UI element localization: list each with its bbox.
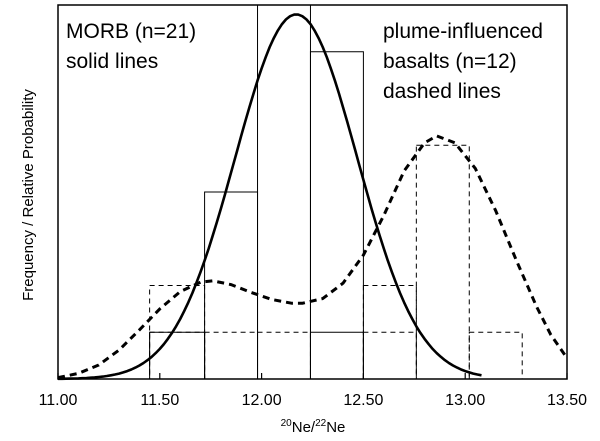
- x-tick-label: 11.50: [140, 392, 179, 409]
- x-tick-label: 13.00: [445, 392, 485, 409]
- plume-annotation-line-1: plume-influenced: [383, 20, 543, 43]
- morb-histogram-bar: [309, 331, 364, 380]
- plume-probability-curve: [57, 134, 569, 380]
- plume-annotation-line-2: basalts (n=12): [383, 50, 517, 73]
- x-axis-label-sup-1: 20: [281, 418, 293, 429]
- plume-histogram-bar: [468, 331, 523, 380]
- plume-histogram-bar: [362, 285, 417, 380]
- x-axis-label-base-1: Ne/: [292, 419, 316, 436]
- y-axis-label: Frequency / Relative Probability: [20, 89, 37, 301]
- x-tick-label: 13.50: [547, 392, 587, 409]
- plume-annotation: plume-influenced basalts (n=12) dashed l…: [383, 20, 543, 103]
- plume-annotation-line-3: dashed lines: [383, 80, 501, 103]
- x-axis-label-sup-2: 22: [315, 418, 327, 429]
- plume-histogram-bar: [415, 144, 470, 380]
- plume-histogram-bar: [362, 331, 417, 380]
- plume-histogram-bar: [257, 331, 311, 380]
- x-tick-label: 11.00: [39, 392, 78, 409]
- x-tick-label: 12.00: [242, 392, 282, 409]
- x-tick-label: 12.50: [343, 392, 383, 409]
- morb-probability-curve: [58, 13, 482, 381]
- morb-annotation-line-1: MORB (n=21): [66, 20, 196, 43]
- plume-histogram-bar: [204, 331, 259, 380]
- plume-histogram-bar: [149, 331, 206, 380]
- morb-histogram-bar: [149, 331, 206, 380]
- morb-annotation: MORB (n=21) solid lines: [66, 20, 196, 73]
- morb-annotation-line-2: solid lines: [66, 50, 158, 73]
- morb-histogram-bar: [309, 51, 364, 380]
- x-axis-label-base-2: Ne: [326, 419, 345, 436]
- x-axis-label: 20Ne/22Ne: [281, 418, 346, 436]
